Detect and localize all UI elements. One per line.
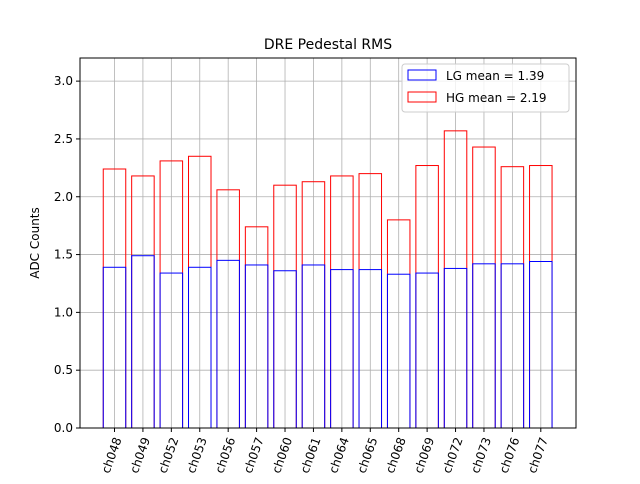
y-tick-label: 2.0 [54, 190, 73, 204]
legend-swatch-lg [407, 69, 437, 81]
plot-area [80, 58, 576, 428]
y-tick-label: 3.0 [54, 74, 73, 88]
legend-label-hg: HG mean = 2.19 [446, 91, 547, 105]
legend-swatch-hg [407, 91, 437, 103]
y-axis-label: ADC Counts [28, 207, 42, 279]
legend: LG mean = 1.39 HG mean = 2.19 [401, 63, 570, 113]
y-tick-label: 1.5 [54, 248, 73, 262]
chart-title: DRE Pedestal RMS [264, 37, 392, 53]
grid [80, 58, 576, 429]
legend-box [401, 63, 570, 113]
legend-label-lg: LG mean = 1.39 [446, 69, 544, 83]
y-tick-label: 2.5 [54, 132, 73, 146]
y-tick-label: 0.5 [54, 363, 73, 377]
y-axis: 0.0 0.5 1.0 1.5 2.0 2.5 3.0 [54, 74, 80, 435]
plot-frame [79, 57, 577, 429]
y-tick-label: 0.0 [54, 421, 73, 435]
y-tick-label: 1.0 [54, 305, 73, 319]
